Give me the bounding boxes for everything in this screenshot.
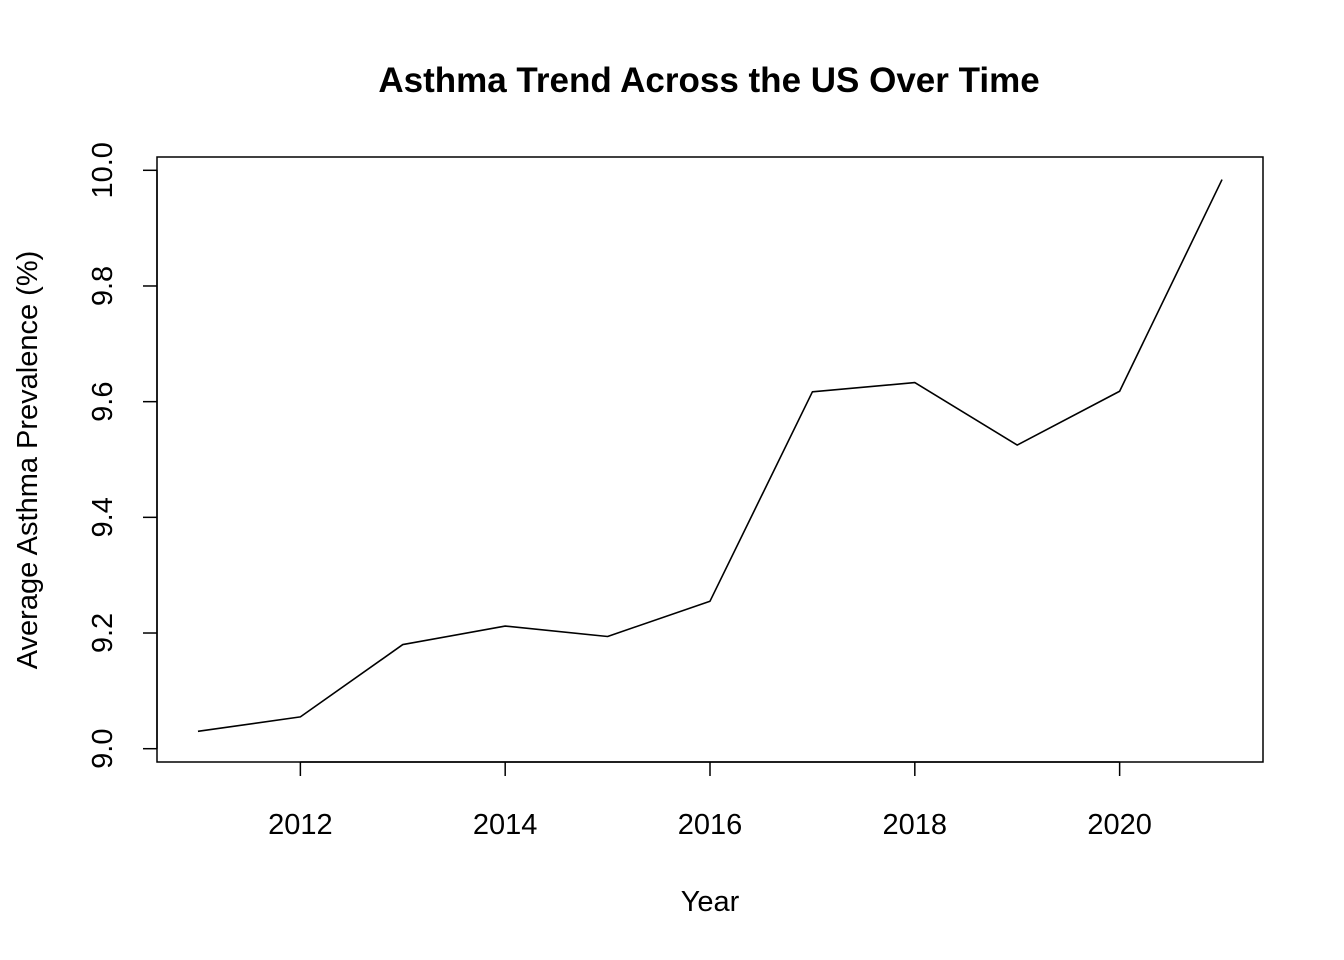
y-axis: 9.0 9.2 9.4 9.6 9.8 10.0	[87, 142, 158, 769]
series-line	[197, 179, 1223, 733]
y-tick-label: 9.4	[87, 497, 119, 537]
y-tick-label: 9.6	[87, 381, 119, 421]
x-tick-label: 2020	[1087, 809, 1152, 841]
series-layer	[197, 179, 1223, 733]
x-tick-label: 2014	[473, 809, 538, 841]
x-axis: 2012 2014 2016 2018 2020	[268, 761, 1152, 841]
y-tick-label: 9.2	[87, 613, 119, 653]
x-tick-label: 2016	[678, 809, 743, 841]
y-tick-label: 9.0	[87, 729, 119, 769]
y-axis-title: Average Asthma Prevalence (%)	[12, 251, 44, 670]
y-tick-label: 9.8	[87, 266, 119, 306]
x-tick-label: 2012	[268, 809, 333, 841]
x-axis-title: Year	[681, 886, 740, 918]
chart-title: Asthma Trend Across the US Over Time	[378, 61, 1039, 100]
y-tick-label: 10.0	[87, 142, 119, 198]
x-tick-label: 2018	[883, 809, 948, 841]
